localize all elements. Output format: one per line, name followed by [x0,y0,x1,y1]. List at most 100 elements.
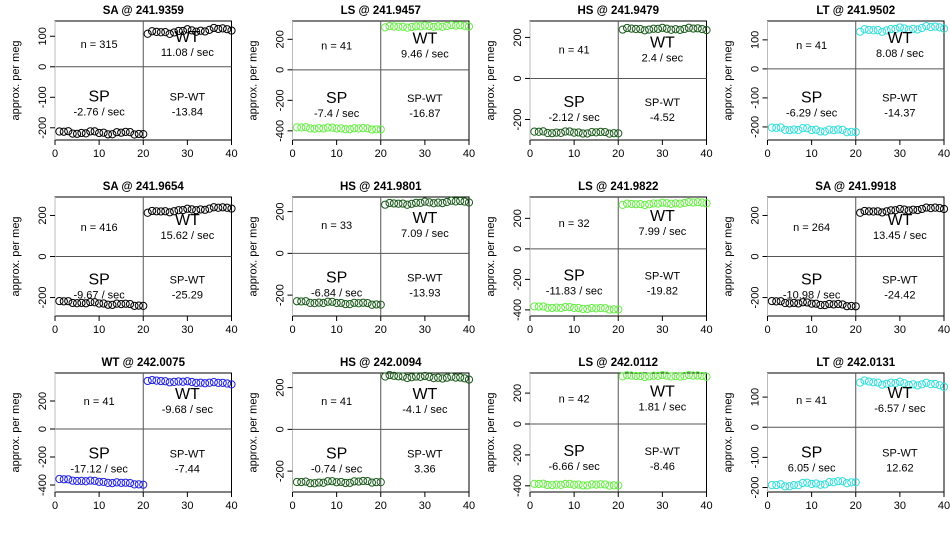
wt-point [382,201,389,208]
x-tick-label: 10 [806,148,818,160]
sp-point [777,481,784,488]
x-tick-label: 30 [656,500,668,512]
sp-label: SP [326,270,347,287]
sp-point [126,479,133,486]
x-tick-label: 40 [700,500,712,512]
y-tick-label: 100 [750,31,762,49]
x-tick-label: 10 [806,324,818,336]
sp-rate: -17.12 / sec [70,464,128,476]
wt-point [382,373,389,380]
sp-point [65,298,72,305]
sp-rate: -0.74 / sec [311,464,363,476]
wt-point [144,209,151,216]
sp-label: SP [563,267,584,284]
x-tick-label: 10 [331,148,343,160]
sp-rate: -7.4 / sec [314,108,360,120]
x-tick-label: 30 [894,148,906,160]
n-label: n = 41 [84,396,115,408]
spwt-label: SP-WT [645,446,681,458]
wt-point [201,28,208,35]
sp-point [337,299,344,306]
wt-point [166,30,173,37]
x-tick-label: 10 [331,500,343,512]
panel-title: HS @ 242.0094 [340,357,422,369]
sp-point [109,131,116,138]
x-tick-label: 30 [894,500,906,512]
sp-point [812,126,819,133]
sp-point [557,129,564,136]
x-tick-label: 20 [375,148,387,160]
x-tick-label: 40 [700,324,712,336]
panel-title: SA @ 241.9359 [103,5,184,17]
sp-point [601,128,608,135]
spwt-label: SP-WT [882,448,918,460]
wt-point [918,205,925,212]
n-label: n = 32 [559,218,590,230]
panel-title: LT @ 241.9502 [816,5,895,17]
x-tick-label: 20 [137,500,149,512]
panel-title: SA @ 241.9654 [103,181,185,193]
sp-point [364,125,371,132]
y-tick-label: -200 [275,284,287,306]
n-label: n = 416 [81,222,118,234]
sp-point [601,305,608,312]
spwt-label: SP-WT [645,97,681,109]
y-tick-label: 0 [512,246,524,252]
y-tick-label: 0 [275,426,287,432]
spwt-value: -4.52 [650,112,675,124]
sp-label: SP [88,271,109,288]
panel-title: LS @ 241.9457 [341,5,421,17]
y-tick-label: -200 [750,116,762,138]
n-label: n = 41 [321,396,352,408]
sp-point [302,124,309,131]
wt-point [918,381,925,388]
y-tick-label: 200 [37,206,49,224]
sp-point [839,126,846,133]
wt-rate: 13.45 / sec [873,230,927,242]
y-axis-title: approx. per meg [723,40,735,120]
y-tick-label: -200 [750,287,762,309]
x-tick-label: 0 [52,148,58,160]
wt-rate: 11.08 / sec [161,47,214,59]
x-tick-label: 0 [52,500,58,512]
x-tick-label: 30 [419,148,431,160]
sp-point [65,476,72,483]
y-axis-title: approx. per meg [248,40,260,120]
y-tick-label: 200 [750,206,762,224]
sp-rate: -9.67 / sec [73,289,125,301]
x-tick-label: 20 [137,324,149,336]
x-tick-label: 0 [527,148,533,160]
y-tick-label: 200 [275,378,287,396]
sp-rate: -2.76 / sec [73,106,125,118]
y-tick-label: -200 [37,117,49,139]
sp-point [540,480,547,487]
wt-point [399,373,406,380]
wt-label: WT [412,210,437,227]
y-axis-title: approx. per meg [10,216,22,296]
wt-point [382,24,389,31]
sp-point [830,479,837,486]
spwt-value: -8.46 [650,461,675,473]
wt-rate: 8.08 / sec [876,48,924,60]
y-tick-label: 100 [37,27,49,45]
x-tick-label: 10 [331,324,343,336]
x-tick-label: 40 [463,148,475,160]
x-tick-label: 10 [568,324,580,336]
y-tick-label: -400 [275,120,287,142]
sp-rate: -11.83 / sec [546,285,603,297]
y-axis-title: approx. per meg [485,392,497,472]
y-tick-label: -100 [37,86,49,108]
sp-point [584,130,591,137]
sp-point [839,478,846,485]
y-tick-label: -200 [37,446,49,468]
sp-point [804,125,811,132]
sp-rate: 6.05 / sec [788,463,836,475]
y-tick-label: -200 [512,268,524,290]
y-tick-label: 200 [512,384,524,402]
sp-label: SP [563,94,584,111]
x-tick-label: 10 [568,148,580,160]
